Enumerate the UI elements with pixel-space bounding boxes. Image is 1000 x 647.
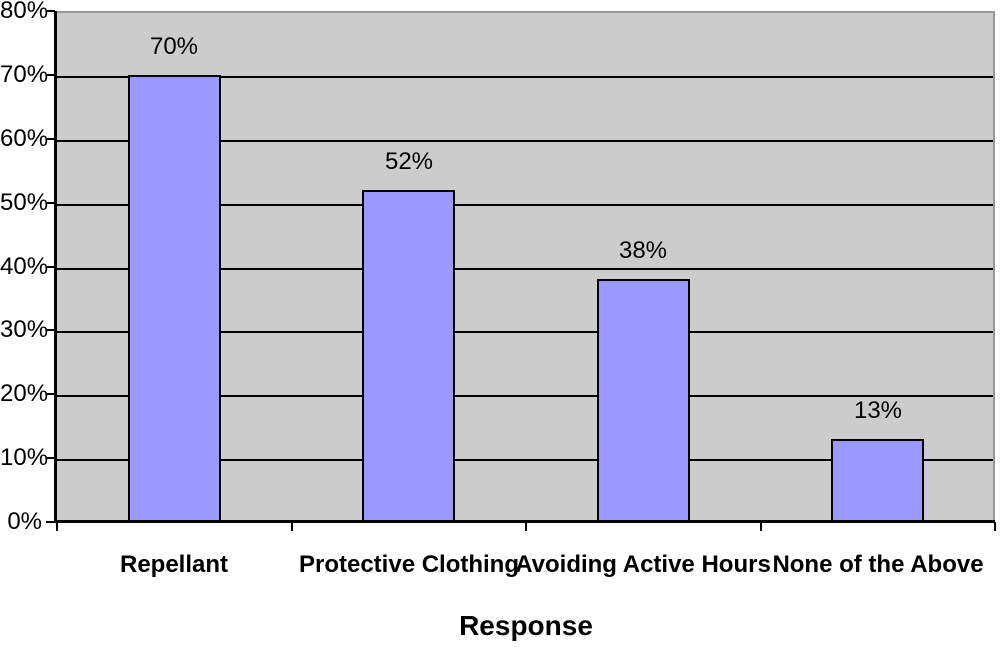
y-tick-label-60: 60% — [0, 125, 49, 152]
x-tick-4 — [994, 522, 996, 531]
x-axis-line — [54, 520, 995, 523]
y-tick-20 — [46, 393, 55, 395]
x-tick-1 — [291, 522, 293, 531]
bar-0 — [128, 75, 221, 522]
x-tick-0 — [56, 522, 58, 531]
y-tick-label-30: 30% — [0, 316, 49, 343]
y-tick-label-70: 70% — [0, 61, 49, 88]
bar-value-label-3: 13% — [853, 397, 903, 424]
y-tick-30 — [46, 329, 55, 331]
plot-area — [57, 11, 995, 522]
category-label-0: Repellant — [119, 551, 229, 578]
y-tick-label-20: 20% — [0, 380, 49, 407]
bar-value-label-2: 38% — [618, 237, 668, 264]
y-tick-label-50: 50% — [0, 189, 49, 216]
category-label-3: None of the Above — [772, 551, 984, 578]
gridline-70 — [57, 76, 993, 78]
bar-2 — [597, 279, 690, 522]
bar-value-label-1: 52% — [384, 148, 434, 175]
y-tick-label-80: 80% — [0, 0, 49, 24]
y-tick-60 — [46, 138, 55, 140]
x-tick-2 — [525, 522, 527, 531]
y-tick-label-0: 0% — [7, 508, 42, 535]
y-tick-label-40: 40% — [0, 253, 49, 280]
x-tick-3 — [760, 522, 762, 531]
bar-3 — [831, 439, 924, 522]
gridline-40 — [57, 268, 993, 270]
y-tick-70 — [46, 74, 55, 76]
y-axis-line — [54, 11, 57, 522]
gridline-30 — [57, 331, 993, 333]
gridline-60 — [57, 140, 993, 142]
x-axis-title: Response — [459, 610, 593, 641]
gridline-20 — [57, 395, 993, 397]
y-tick-40 — [46, 266, 55, 268]
bar-1 — [362, 190, 455, 522]
bar-value-label-0: 70% — [149, 33, 199, 60]
y-tick-label-10: 10% — [0, 444, 49, 471]
y-tick-80 — [46, 10, 55, 12]
gridline-10 — [57, 459, 993, 461]
y-tick-10 — [46, 457, 55, 459]
y-tick-0 — [46, 521, 55, 523]
gridline-50 — [57, 204, 993, 206]
category-label-1: Protective Clothing — [298, 551, 520, 578]
category-label-2: Avoiding Active Hours — [515, 551, 771, 578]
y-tick-50 — [46, 202, 55, 204]
